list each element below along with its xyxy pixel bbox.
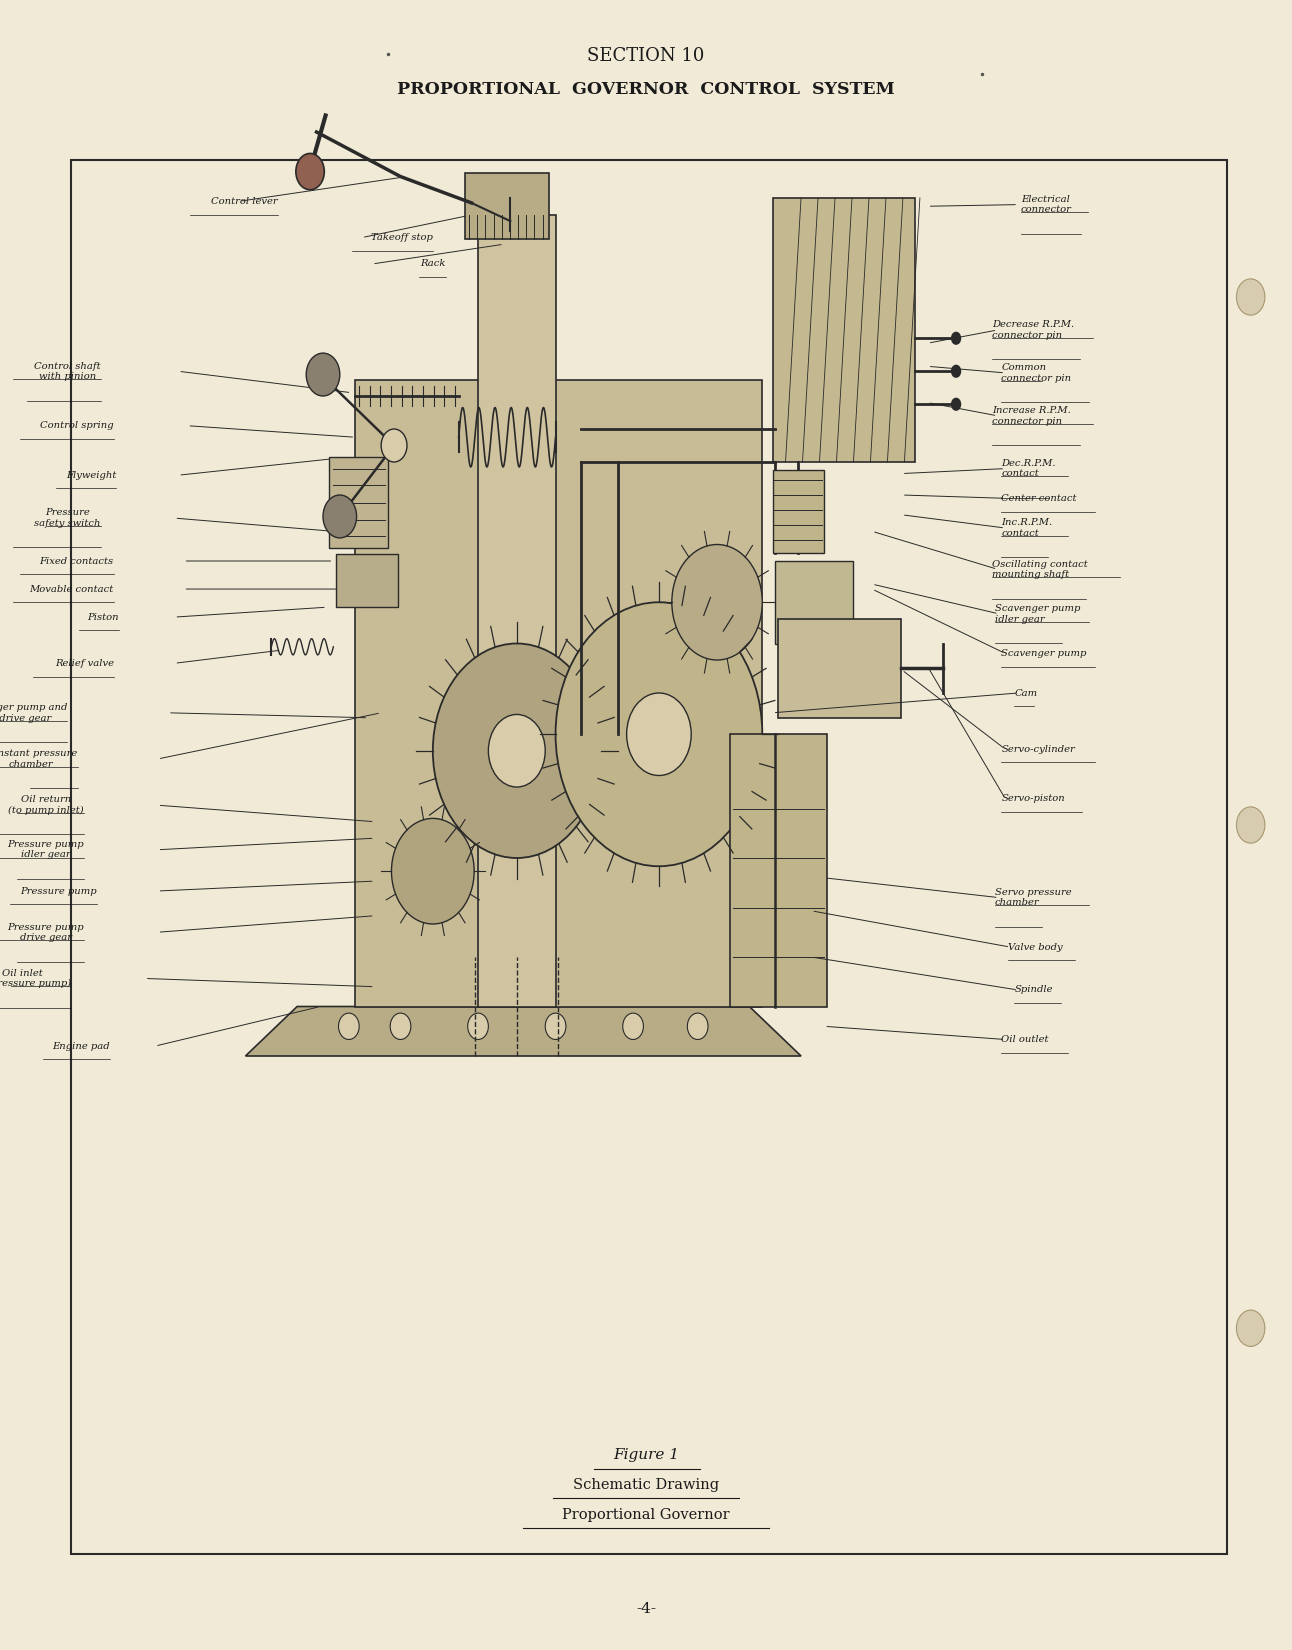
Circle shape bbox=[433, 644, 601, 858]
Circle shape bbox=[545, 1013, 566, 1040]
Circle shape bbox=[627, 693, 691, 776]
Bar bbox=[355, 380, 762, 1006]
Circle shape bbox=[296, 153, 324, 190]
Text: Relief valve: Relief valve bbox=[54, 658, 114, 668]
Text: Servo-cylinder: Servo-cylinder bbox=[1001, 744, 1075, 754]
Text: Oil outlet: Oil outlet bbox=[1001, 1035, 1049, 1044]
Text: Piston: Piston bbox=[88, 612, 119, 622]
Bar bbox=[773, 470, 824, 553]
Circle shape bbox=[306, 353, 340, 396]
Circle shape bbox=[1236, 1310, 1265, 1346]
Text: Proportional Governor: Proportional Governor bbox=[562, 1508, 730, 1521]
Text: Pressure pump
drive gear: Pressure pump drive gear bbox=[8, 922, 84, 942]
Text: Scavenger pump: Scavenger pump bbox=[1001, 648, 1087, 658]
Circle shape bbox=[556, 602, 762, 866]
Text: Oscillating contact
mounting shaft: Oscillating contact mounting shaft bbox=[992, 559, 1088, 579]
Text: Rack: Rack bbox=[420, 259, 446, 269]
Text: -4-: -4- bbox=[636, 1602, 656, 1615]
Text: Cam: Cam bbox=[1014, 688, 1037, 698]
Text: Pressure pump
idler gear: Pressure pump idler gear bbox=[8, 840, 84, 860]
Bar bbox=[329, 457, 388, 548]
Circle shape bbox=[672, 544, 762, 660]
Circle shape bbox=[468, 1013, 488, 1040]
Bar bbox=[336, 554, 398, 607]
Text: Engine pad: Engine pad bbox=[52, 1041, 110, 1051]
Text: Decrease R.P.M.
connector pin: Decrease R.P.M. connector pin bbox=[992, 320, 1075, 340]
Circle shape bbox=[951, 365, 961, 378]
Text: Center contact: Center contact bbox=[1001, 493, 1076, 503]
Circle shape bbox=[1236, 279, 1265, 315]
Circle shape bbox=[951, 398, 961, 411]
Text: Takeoff stop: Takeoff stop bbox=[371, 233, 433, 243]
Circle shape bbox=[488, 714, 545, 787]
Text: Pressure pump: Pressure pump bbox=[21, 886, 97, 896]
Text: Fixed contacts: Fixed contacts bbox=[40, 556, 114, 566]
Circle shape bbox=[381, 429, 407, 462]
Circle shape bbox=[951, 332, 961, 345]
Bar bbox=[71, 160, 1227, 1554]
Text: Oil return
(to pump inlet): Oil return (to pump inlet) bbox=[8, 795, 84, 815]
Text: Spindle: Spindle bbox=[1014, 985, 1053, 995]
Text: SECTION 10: SECTION 10 bbox=[588, 48, 704, 64]
Circle shape bbox=[623, 1013, 643, 1040]
Text: Servo pressure
chamber: Servo pressure chamber bbox=[995, 888, 1071, 908]
Text: Schematic Drawing: Schematic Drawing bbox=[572, 1478, 720, 1492]
Text: Electrical
connector: Electrical connector bbox=[1021, 195, 1071, 214]
Circle shape bbox=[390, 1013, 411, 1040]
Text: Constant pressure
chamber: Constant pressure chamber bbox=[0, 749, 78, 769]
Text: Dec.R.P.M.
contact: Dec.R.P.M. contact bbox=[1001, 459, 1056, 478]
Text: Control lever: Control lever bbox=[211, 196, 278, 206]
Bar bbox=[778, 619, 901, 718]
Text: Increase R.P.M.
connector pin: Increase R.P.M. connector pin bbox=[992, 406, 1071, 426]
Text: Servo-piston: Servo-piston bbox=[1001, 794, 1065, 804]
Circle shape bbox=[339, 1013, 359, 1040]
Bar bbox=[730, 734, 827, 1006]
Bar bbox=[775, 561, 853, 644]
Text: Common
connector pin: Common connector pin bbox=[1001, 363, 1071, 383]
Text: Oil inlet
(to pressure pump): Oil inlet (to pressure pump) bbox=[0, 969, 71, 988]
Text: Valve body: Valve body bbox=[1008, 942, 1062, 952]
Circle shape bbox=[323, 495, 357, 538]
Circle shape bbox=[1236, 807, 1265, 843]
Text: Movable contact: Movable contact bbox=[30, 584, 114, 594]
Text: Scavenger pump and
cam drive gear: Scavenger pump and cam drive gear bbox=[0, 703, 67, 723]
Circle shape bbox=[687, 1013, 708, 1040]
Circle shape bbox=[391, 818, 474, 924]
Bar bbox=[465, 173, 549, 239]
Text: Control shaft
with pinion: Control shaft with pinion bbox=[34, 361, 101, 381]
Text: Pressure
safety switch: Pressure safety switch bbox=[35, 508, 101, 528]
Bar bbox=[773, 198, 915, 462]
Polygon shape bbox=[245, 1006, 801, 1056]
Text: Inc.R.P.M.
contact: Inc.R.P.M. contact bbox=[1001, 518, 1053, 538]
Text: Scavenger pump
idler gear: Scavenger pump idler gear bbox=[995, 604, 1080, 624]
Bar bbox=[478, 214, 556, 1006]
Text: Control spring: Control spring bbox=[40, 421, 114, 431]
Text: Figure 1: Figure 1 bbox=[612, 1449, 680, 1462]
Text: Flyweight: Flyweight bbox=[66, 470, 116, 480]
Text: PROPORTIONAL  GOVERNOR  CONTROL  SYSTEM: PROPORTIONAL GOVERNOR CONTROL SYSTEM bbox=[397, 81, 895, 97]
